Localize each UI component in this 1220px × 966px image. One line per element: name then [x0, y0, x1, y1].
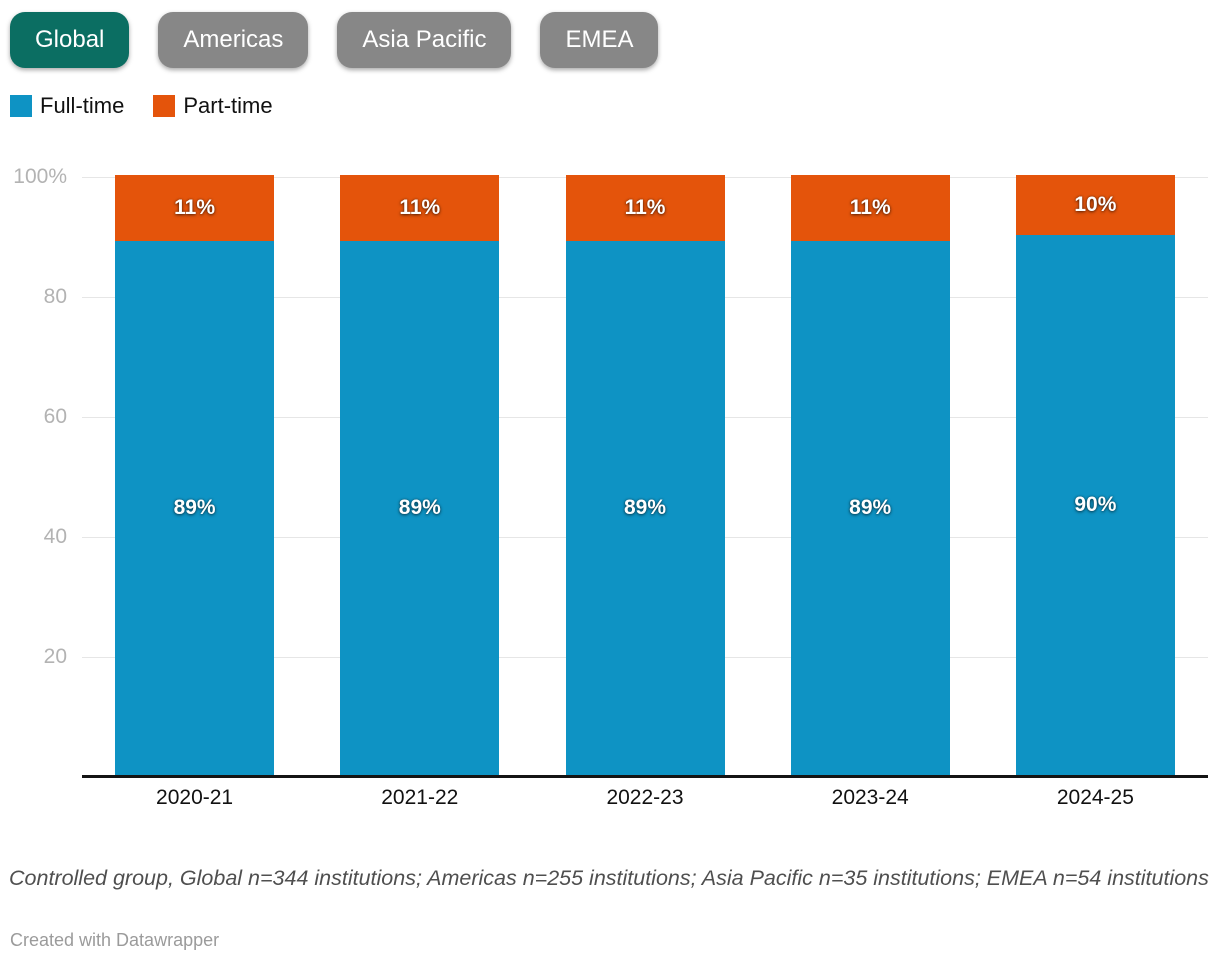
bar-segment-2021-22-part-time[interactable]: 11% [340, 175, 500, 241]
bar-value-label: 11% [624, 196, 666, 219]
legend-swatch-part-time [153, 95, 176, 117]
bar-segment-2024-25-part-time[interactable]: 10% [1015, 175, 1175, 235]
bar-value-label: 89% [849, 496, 892, 519]
y-axis-tick-label-20: 20 [43, 645, 67, 668]
bar-2022-23: 89% 11% [565, 175, 725, 775]
legend-item-full-time: Full-time [10, 93, 124, 119]
x-axis-label-2022-23: 2022-23 [606, 786, 684, 809]
bar-segment-2020-21-part-time[interactable]: 11% [115, 175, 275, 241]
bar-segment-2022-23-part-time[interactable]: 11% [565, 175, 725, 241]
tab-asia-pacific[interactable]: Asia Pacific [337, 12, 512, 68]
plot-area: 89% 11% 2020-21 89% 11% 2021-22 89% 11% 2022-23 8… [82, 175, 1208, 809]
attribution: Created with Datawrapper [10, 930, 220, 950]
footnote: Controlled group, Global n=344 instituti… [9, 866, 1209, 890]
bar-segment-2021-22-full-time[interactable]: 89% [340, 241, 500, 775]
legend-swatch-full-time [10, 95, 32, 117]
y-axis-tick-label-80: 80 [43, 285, 67, 308]
bar-segment-2024-25-full-time[interactable]: 90% [1015, 235, 1175, 775]
bar-2020-21: 89% 11% [115, 175, 275, 775]
legend-item-part-time: Part-time [153, 93, 273, 119]
tab-emea[interactable]: EMEA [540, 12, 659, 68]
bar-value-label: 11% [399, 196, 441, 219]
y-axis-tick-label-40: 40 [43, 525, 67, 548]
bar-segment-2022-23-full-time[interactable]: 89% [565, 241, 725, 775]
x-axis-baseline [82, 775, 1208, 778]
bar-2024-25: 90% 10% [1015, 175, 1175, 775]
legend-label-part-time: Part-time [183, 93, 273, 118]
bar-value-label: 89% [623, 496, 667, 519]
bar-value-label: 89% [173, 496, 216, 519]
bar-value-label: 11% [849, 196, 891, 219]
bar-segment-2023-24-full-time[interactable]: 89% [790, 241, 950, 775]
x-axis-label-2020-21: 2020-21 [156, 786, 234, 809]
x-axis-label-2023-24: 2023-24 [831, 786, 909, 809]
x-axis-label-2024-25: 2024-25 [1056, 786, 1134, 809]
bar-segment-2023-24-part-time[interactable]: 11% [790, 175, 950, 241]
region-tabs: Global Americas Asia Pacific EMEA [10, 12, 659, 68]
bar-value-label: 89% [398, 496, 441, 519]
x-axis-label-2021-22: 2021-22 [381, 786, 459, 809]
y-axis-tick-label-60: 60 [43, 405, 67, 428]
y-axis-tick-label-100: 100% [13, 165, 67, 188]
legend-label-full-time: Full-time [40, 93, 125, 118]
tab-americas[interactable]: Americas [158, 12, 309, 68]
y-axis: 20 40 60 80 100% [0, 165, 70, 777]
legend: Full-time Part-time [10, 93, 273, 119]
bar-value-label: 90% [1074, 493, 1117, 516]
bar-segment-2020-21-full-time[interactable]: 89% [115, 241, 275, 775]
bar-2023-24: 89% 11% [790, 175, 950, 775]
bar-2021-22: 89% 11% [340, 175, 500, 775]
bar-value-label: 11% [174, 196, 216, 219]
tab-global[interactable]: Global [10, 12, 130, 68]
bar-value-label: 10% [1074, 193, 1117, 216]
